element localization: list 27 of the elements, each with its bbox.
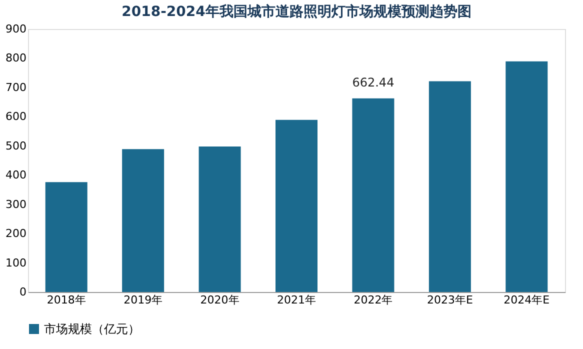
bar <box>352 98 394 292</box>
y-tick-label: 0 <box>20 286 26 298</box>
bar <box>428 81 471 292</box>
x-tick-label: 2020年 <box>200 294 240 306</box>
x-tick-label: 2019年 <box>124 294 163 306</box>
legend-label: 市场规模（亿元） <box>44 322 140 336</box>
bar <box>506 61 548 292</box>
x-tick-label: 2022年 <box>354 294 393 306</box>
x-tick-label: 2018年 <box>46 294 86 306</box>
chart-title: 2018-2024年我国城市道路照明灯市场规模预测趋势图 <box>122 3 472 20</box>
y-tick-label: 500 <box>6 139 26 152</box>
y-tick-label: 100 <box>6 256 26 270</box>
y-tick-label: 600 <box>6 110 26 124</box>
x-tick-label: 2024年E <box>504 294 550 306</box>
data-label: 662.44 <box>352 75 394 90</box>
y-tick-label: 800 <box>6 52 26 65</box>
y-tick-label: 400 <box>6 168 26 182</box>
x-tick-label: 2023年E <box>426 294 473 306</box>
bar <box>45 182 88 292</box>
y-tick-label: 200 <box>6 227 26 240</box>
bar <box>122 149 164 292</box>
x-tick-label: 2021年 <box>277 294 316 306</box>
bar <box>276 120 318 292</box>
y-tick-label: 900 <box>6 22 26 36</box>
y-tick-label: 300 <box>6 198 26 211</box>
bar <box>198 146 241 292</box>
y-tick-label: 700 <box>6 80 26 94</box>
